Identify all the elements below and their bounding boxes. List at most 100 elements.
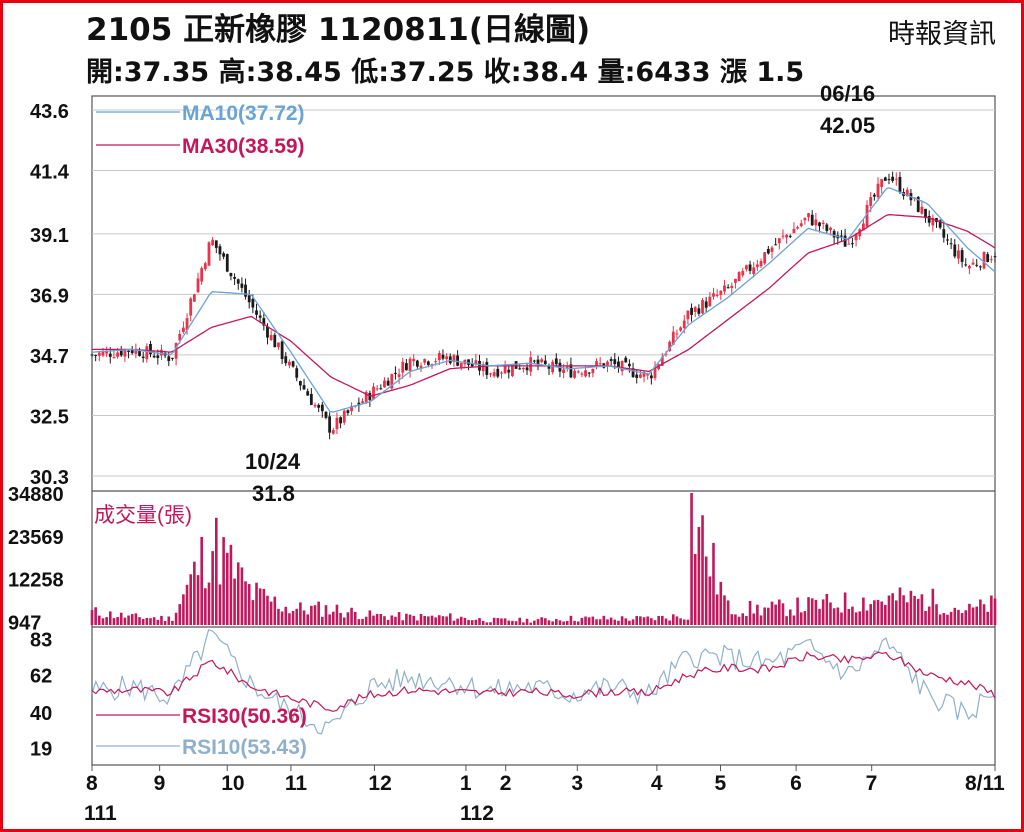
volume-bar <box>108 611 112 625</box>
candle-body <box>445 356 449 360</box>
candle-body <box>960 250 964 262</box>
volume-bar <box>796 597 799 625</box>
volume-bar <box>854 612 858 625</box>
volume-bar <box>646 616 649 625</box>
candle-body <box>156 355 160 358</box>
volume-bar <box>255 582 258 625</box>
candle-body <box>693 307 697 312</box>
volume-bar <box>752 613 756 625</box>
candle-body <box>141 356 145 359</box>
volume-bar <box>832 608 836 625</box>
volume-bar <box>968 603 971 625</box>
volume-bar <box>448 613 452 625</box>
candle-body <box>240 283 244 288</box>
candle-body <box>152 355 156 358</box>
volume-bar <box>112 618 116 625</box>
volume-bar <box>898 587 902 625</box>
candle-body <box>459 362 463 368</box>
candle-body <box>437 353 441 361</box>
volume-title: 成交量(張) <box>94 504 192 527</box>
volume-bar <box>419 613 423 625</box>
volume-bar <box>602 615 606 625</box>
candle-body <box>313 404 317 407</box>
candle-body <box>624 357 628 363</box>
volume-bar <box>90 610 94 625</box>
candle-body <box>134 348 138 354</box>
volume-bar <box>927 606 931 625</box>
volume-bar <box>584 616 587 625</box>
candle-body <box>785 234 789 238</box>
candle-body <box>320 404 324 412</box>
volume-bar <box>598 619 602 625</box>
volume-bar <box>558 620 562 625</box>
candle-body <box>496 368 500 377</box>
volume-bar <box>353 611 357 625</box>
x-month-label: 9 <box>154 772 166 795</box>
volume-bar <box>785 616 788 625</box>
volume-bar <box>664 618 668 625</box>
volume-bar <box>894 600 898 625</box>
candle-body <box>978 266 982 268</box>
volume-bar <box>653 620 657 625</box>
volume-bar <box>335 604 339 625</box>
volume-bar <box>873 600 876 625</box>
volume-bar <box>979 599 982 625</box>
candle-body <box>675 333 679 335</box>
volume-tick-label: 12258 <box>8 570 64 592</box>
candle-body <box>759 261 763 267</box>
candle-body <box>273 334 277 348</box>
volume-bar <box>726 600 730 625</box>
volume-bar <box>339 612 342 625</box>
volume-bar <box>251 600 255 625</box>
candle-body <box>851 243 854 245</box>
volume-bar <box>218 584 222 625</box>
candle-body <box>821 222 825 225</box>
candle-body <box>441 354 445 359</box>
candle-body <box>511 364 514 376</box>
candle-body <box>649 375 653 379</box>
candle-body <box>591 368 595 374</box>
volume-bar <box>880 601 883 625</box>
volume-bar <box>357 619 361 625</box>
candle-body <box>938 220 942 228</box>
volume-bar <box>942 613 946 625</box>
rsi30-legend-label: RSI30(50.36) <box>182 705 307 728</box>
x-month-label: 8 <box>86 772 98 795</box>
candle-body <box>532 360 536 362</box>
volume-bar <box>364 616 368 625</box>
price-tick-label: 34.7 <box>30 346 69 368</box>
volume-bar <box>321 616 324 625</box>
candle-body <box>288 361 291 366</box>
candle-body <box>185 318 189 330</box>
volume-bar <box>818 608 821 625</box>
volume-bar <box>401 620 405 625</box>
volume-bar <box>503 618 507 625</box>
volume-bar <box>375 613 379 625</box>
candle-body <box>686 310 690 320</box>
volume-bar <box>481 621 485 625</box>
volume-bar <box>302 610 306 625</box>
volume-bar <box>595 619 598 625</box>
candle-body <box>701 300 704 314</box>
volume-bar <box>273 596 277 625</box>
low-annotation-date: 10/24 <box>245 449 301 474</box>
volume-bar <box>427 616 430 625</box>
ma30-legend-label: MA30(38.59) <box>182 135 305 158</box>
candle-body <box>138 350 141 357</box>
ma30-line <box>92 214 996 397</box>
volume-bar <box>379 613 383 625</box>
volume-bar <box>214 517 218 625</box>
candle-body <box>525 367 529 371</box>
candle-body <box>576 371 580 373</box>
volume-bar <box>810 598 814 625</box>
volume-bar <box>280 611 284 625</box>
candle-body <box>872 194 876 197</box>
volume-bar <box>774 604 777 625</box>
candle-body <box>774 244 778 246</box>
volume-bar <box>152 617 156 625</box>
volume-bar <box>712 542 715 625</box>
candle-body <box>927 216 931 223</box>
candle-body <box>346 410 350 413</box>
x-month-label: 6 <box>790 772 802 795</box>
candle-body <box>540 359 544 363</box>
